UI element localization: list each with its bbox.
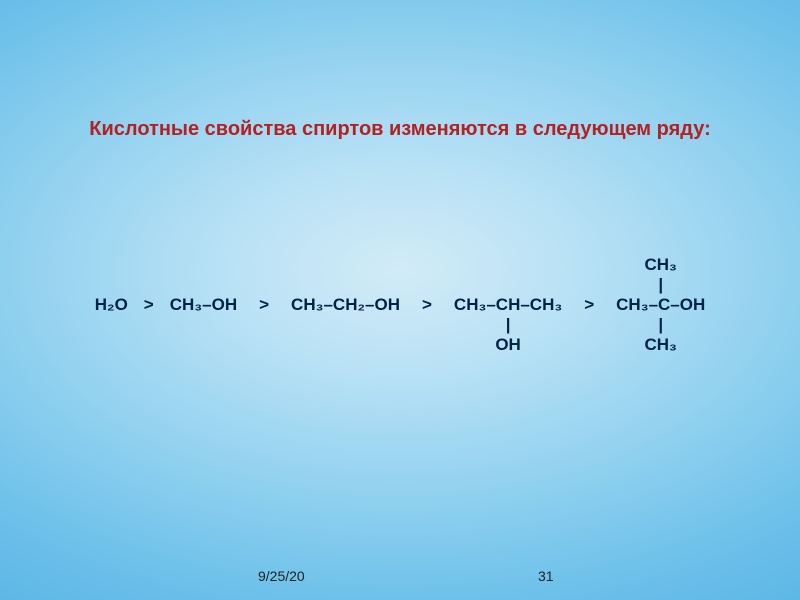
- formula-isopropanol: CH₃–CH–CH₃ | OH: [446, 255, 570, 355]
- formula-block: H₂O > CH₃–OH > CH₃–CH₂–OH > CH₃–CH–CH₃ |…: [0, 255, 800, 355]
- slide: Кислотные свойства спиртов изменяются в …: [0, 0, 800, 600]
- formula-methanol: CH₃–OH: [162, 255, 245, 315]
- iso-oh: OH: [495, 335, 521, 355]
- tert-bar-top: |: [658, 275, 663, 295]
- formula-row: H₂O > CH₃–OH > CH₃–CH₂–OH > CH₃–CH–CH₃ |…: [0, 255, 800, 355]
- tert-ch3-bot: CH₃: [645, 335, 677, 355]
- iso-spacer1: [506, 255, 511, 275]
- formula-tert-butanol: CH₃ | CH₃–C–OH | CH₃: [608, 255, 713, 355]
- gt-2: >: [245, 255, 283, 315]
- formula-h2o: H₂O: [87, 255, 136, 315]
- gt-1: >: [136, 255, 162, 315]
- footer-page: 31: [538, 568, 554, 584]
- formula-ethanol: CH₃–CH₂–OH: [283, 255, 408, 315]
- tert-main: CH₃–C–OH: [616, 295, 705, 315]
- tert-ch3-top: CH₃: [645, 255, 677, 275]
- tert-bar-bot: |: [658, 315, 663, 335]
- iso-main: CH₃–CH–CH₃: [454, 295, 562, 315]
- gt-4: >: [570, 255, 608, 315]
- slide-title: Кислотные свойства спиртов изменяются в …: [0, 118, 800, 141]
- gt-3: >: [408, 255, 446, 315]
- footer-date: 9/25/20: [258, 568, 305, 584]
- iso-spacer2: [506, 275, 511, 295]
- iso-bar: |: [506, 315, 511, 335]
